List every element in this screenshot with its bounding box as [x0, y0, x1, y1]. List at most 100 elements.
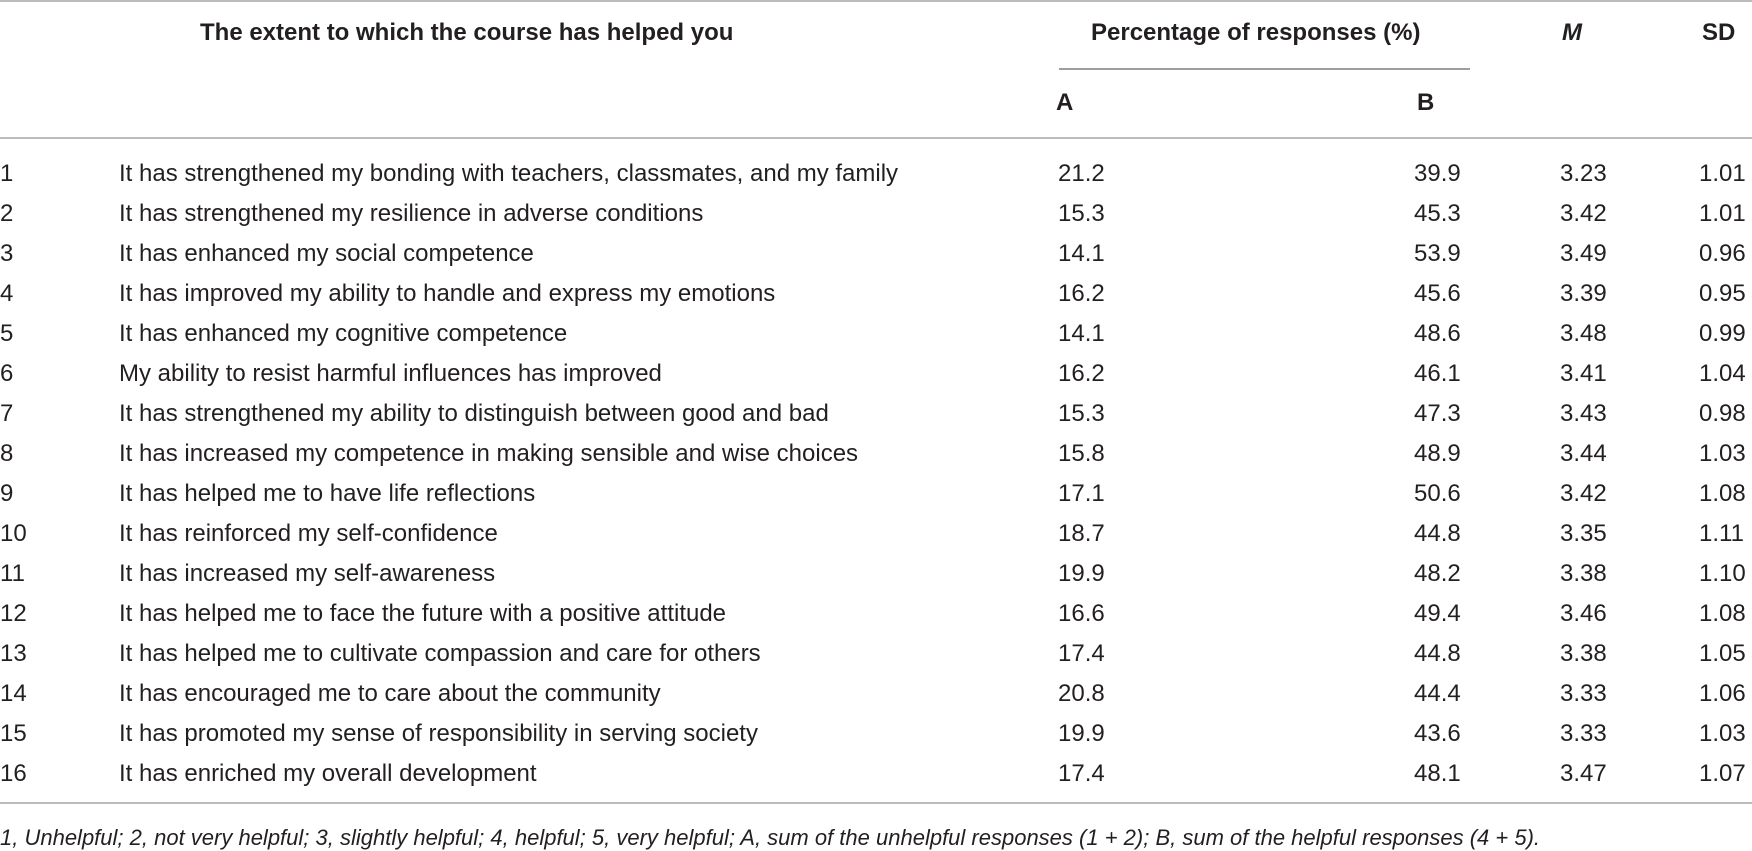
row-value-b: 45.6	[1414, 280, 1461, 307]
row-item: It has increased my competence in making…	[119, 440, 859, 467]
row-mean: 3.42	[1560, 200, 1607, 227]
row-value-a: 20.8	[1058, 680, 1105, 707]
row-number: 13	[0, 640, 27, 667]
row-sd: 1.01	[1699, 160, 1746, 187]
header-a: A	[1056, 89, 1074, 116]
row-sd: 1.11	[1699, 520, 1744, 547]
row-value-b: 48.1	[1414, 760, 1461, 787]
table-row: 5 It has enhanced my cognitive competenc…	[0, 320, 1752, 360]
row-mean: 3.35	[1560, 520, 1607, 547]
row-mean: 3.42	[1560, 480, 1607, 507]
table-row: 14 It has encouraged me to care about th…	[0, 680, 1752, 720]
row-value-b: 44.8	[1414, 640, 1461, 667]
table-row: 8 It has increased my competence in maki…	[0, 440, 1752, 480]
row-item: It has improved my ability to handle and…	[119, 280, 776, 307]
row-sd: 0.95	[1699, 280, 1746, 307]
row-number: 7	[0, 400, 14, 427]
row-item: It has strengthened my bonding with teac…	[119, 160, 899, 187]
row-mean: 3.33	[1560, 720, 1607, 747]
table-row: 7 It has strengthened my ability to dist…	[0, 400, 1752, 440]
table-row: 11 It has increased my self-awareness 19…	[0, 560, 1752, 600]
row-value-a: 19.9	[1058, 720, 1105, 747]
row-mean: 3.49	[1560, 240, 1607, 267]
row-item: It has strengthened my ability to distin…	[119, 400, 829, 427]
row-sd: 1.08	[1699, 480, 1746, 507]
table-row: 15 It has promoted my sense of responsib…	[0, 720, 1752, 760]
row-value-a: 17.4	[1058, 640, 1105, 667]
table-footnote: 1, Unhelpful; 2, not very helpful; 3, sl…	[0, 825, 1541, 850]
row-value-a: 16.2	[1058, 360, 1105, 387]
row-mean: 3.39	[1560, 280, 1607, 307]
row-value-a: 15.3	[1058, 200, 1105, 227]
row-value-a: 15.8	[1058, 440, 1105, 467]
row-number: 14	[0, 680, 27, 707]
row-mean: 3.44	[1560, 440, 1607, 467]
table-row: 12 It has helped me to face the future w…	[0, 600, 1752, 640]
row-number: 2	[0, 200, 14, 227]
row-value-b: 43.6	[1414, 720, 1461, 747]
row-item: It has promoted my sense of responsibili…	[119, 720, 758, 747]
row-item: It has helped me to face the future with…	[119, 600, 727, 627]
row-number: 3	[0, 240, 14, 267]
row-number: 12	[0, 600, 27, 627]
table-row: 6 My ability to resist harmful influence…	[0, 360, 1752, 400]
row-sd: 1.07	[1699, 760, 1746, 787]
header-subrule	[1059, 68, 1470, 70]
row-item: It has helped me to cultivate compassion…	[119, 640, 761, 667]
row-value-b: 44.4	[1414, 680, 1461, 707]
row-number: 16	[0, 760, 27, 787]
row-value-b: 49.4	[1414, 600, 1461, 627]
table-row: 4 It has improved my ability to handle a…	[0, 280, 1752, 320]
row-value-a: 18.7	[1058, 520, 1105, 547]
row-value-b: 39.9	[1414, 160, 1461, 187]
row-mean: 3.48	[1560, 320, 1607, 347]
row-item: It has enhanced my social competence	[119, 240, 534, 267]
row-value-b: 48.6	[1414, 320, 1461, 347]
row-sd: 0.99	[1699, 320, 1746, 347]
row-number: 8	[0, 440, 14, 467]
row-value-a: 21.2	[1058, 160, 1105, 187]
row-item: It has enhanced my cognitive competence	[119, 320, 568, 347]
row-number: 11	[0, 560, 25, 587]
row-item: It has enriched my overall development	[119, 760, 537, 787]
row-value-b: 48.9	[1414, 440, 1461, 467]
row-sd: 0.96	[1699, 240, 1746, 267]
table-row: 1 It has strengthened my bonding with te…	[0, 160, 1752, 200]
table-row: 3 It has enhanced my social competence 1…	[0, 240, 1752, 280]
row-sd: 1.06	[1699, 680, 1746, 707]
table-head-rule	[0, 137, 1752, 139]
row-number: 6	[0, 360, 14, 387]
row-sd: 0.98	[1699, 400, 1746, 427]
row-value-b: 44.8	[1414, 520, 1461, 547]
header-percentage: Percentage of responses (%)	[1091, 19, 1421, 46]
table-top-rule	[0, 0, 1752, 2]
table-row: 16 It has enriched my overall developmen…	[0, 760, 1752, 800]
row-number: 1	[0, 160, 14, 187]
row-item: It has reinforced my self-confidence	[119, 520, 498, 547]
row-item: My ability to resist harmful influences …	[119, 360, 662, 387]
row-value-b: 48.2	[1414, 560, 1461, 587]
row-sd: 1.03	[1699, 440, 1746, 467]
row-sd: 1.03	[1699, 720, 1746, 747]
row-sd: 1.10	[1699, 560, 1746, 587]
row-number: 5	[0, 320, 14, 347]
row-item: It has increased my self-awareness	[119, 560, 496, 587]
row-mean: 3.43	[1560, 400, 1607, 427]
table-row: 2 It has strengthened my resilience in a…	[0, 200, 1752, 240]
table-row: 13 It has helped me to cultivate compass…	[0, 640, 1752, 680]
header-item: The extent to which the course has helpe…	[200, 19, 734, 46]
row-value-a: 15.3	[1058, 400, 1105, 427]
row-number: 4	[0, 280, 14, 307]
row-value-a: 17.4	[1058, 760, 1105, 787]
row-mean: 3.38	[1560, 560, 1607, 587]
row-mean: 3.41	[1560, 360, 1607, 387]
row-sd: 1.08	[1699, 600, 1746, 627]
row-value-a: 16.6	[1058, 600, 1105, 627]
row-value-a: 19.9	[1058, 560, 1105, 587]
row-value-a: 16.2	[1058, 280, 1105, 307]
row-item: It has helped me to have life reflection…	[119, 480, 536, 507]
row-number: 9	[0, 480, 14, 507]
row-item: It has strengthened my resilience in adv…	[119, 200, 704, 227]
row-mean: 3.47	[1560, 760, 1607, 787]
row-sd: 1.04	[1699, 360, 1746, 387]
